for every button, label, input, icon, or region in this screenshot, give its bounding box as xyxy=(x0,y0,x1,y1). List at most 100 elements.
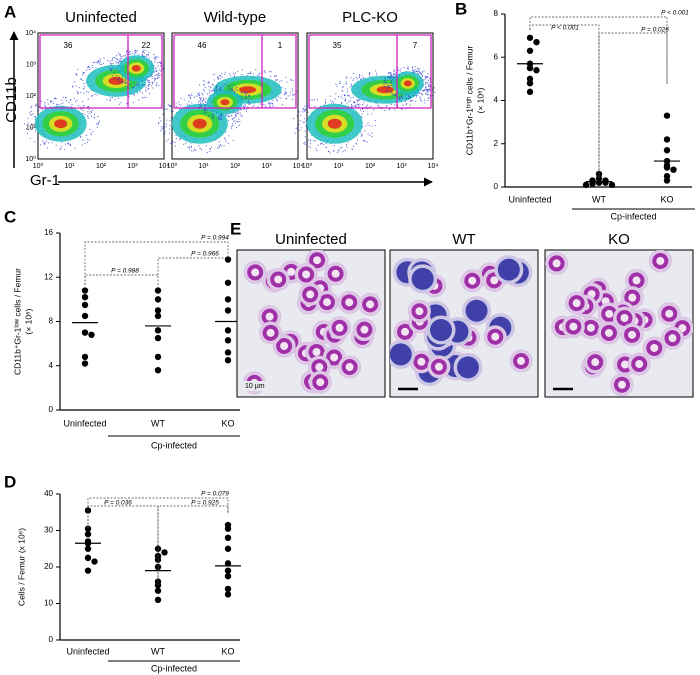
event-dot xyxy=(358,99,360,101)
event-dot xyxy=(401,95,403,97)
event-dot xyxy=(236,86,238,89)
event-dot xyxy=(47,99,49,101)
event-dot xyxy=(222,85,224,87)
event-dot xyxy=(76,99,78,102)
event-dot xyxy=(275,79,277,81)
data-point xyxy=(224,572,232,580)
event-dot xyxy=(170,117,172,119)
event-dot xyxy=(201,92,203,94)
event-dot xyxy=(86,106,89,108)
event-dot xyxy=(433,87,435,89)
event-dot xyxy=(166,108,168,110)
event-dot xyxy=(249,97,252,99)
micrograph-title: Uninfected xyxy=(275,231,347,248)
y-tick-label: 8 xyxy=(49,317,54,326)
event-dot xyxy=(387,72,390,74)
nucleus-center xyxy=(628,293,637,302)
event-dot xyxy=(419,72,421,74)
event-dot xyxy=(418,69,420,71)
event-dot xyxy=(77,92,79,95)
event-dot xyxy=(272,99,274,102)
event-dot xyxy=(361,113,363,115)
event-dot xyxy=(350,77,352,79)
event-dot xyxy=(160,62,162,64)
data-point xyxy=(526,64,534,72)
event-dot xyxy=(132,102,135,104)
event-dot xyxy=(159,74,161,76)
data-point xyxy=(84,545,92,552)
event-dot xyxy=(359,78,362,81)
data-point xyxy=(224,560,232,567)
event-dot xyxy=(204,103,206,106)
event-dot xyxy=(43,143,46,145)
event-dot xyxy=(258,73,260,75)
event-dot xyxy=(145,79,147,81)
event-dot xyxy=(224,137,226,139)
event-dot xyxy=(386,85,388,87)
nucleus-center xyxy=(360,325,369,334)
event-dot xyxy=(425,78,427,80)
event-dot xyxy=(421,75,423,78)
event-dot xyxy=(367,122,369,125)
event-dot xyxy=(213,79,216,81)
event-dot xyxy=(284,94,286,96)
event-dot xyxy=(423,89,425,91)
event-dot xyxy=(345,144,348,146)
event-dot xyxy=(204,100,206,102)
event-dot xyxy=(343,85,345,87)
micrograph xyxy=(236,249,386,398)
event-dot xyxy=(211,146,213,148)
panel-label: E xyxy=(230,219,241,238)
event-dot xyxy=(82,79,84,82)
event-dot xyxy=(309,147,311,149)
event-dot xyxy=(341,97,343,99)
data-point xyxy=(154,596,162,604)
event-dot xyxy=(296,128,299,130)
nucleus-center xyxy=(265,312,274,321)
event-dot xyxy=(205,112,207,114)
event-dot xyxy=(391,78,394,80)
data-point xyxy=(154,312,162,320)
event-dot xyxy=(350,83,352,85)
event-dot xyxy=(145,90,147,92)
event-dot xyxy=(131,52,134,54)
event-dot xyxy=(129,53,131,56)
event-dot xyxy=(198,84,201,86)
event-dot xyxy=(87,115,89,117)
data-point xyxy=(224,525,232,532)
event-dot xyxy=(209,109,212,112)
event-dot xyxy=(243,108,245,111)
event-dot xyxy=(405,98,408,100)
event-dot xyxy=(285,97,287,100)
event-dot xyxy=(203,84,206,86)
event-dot xyxy=(427,93,429,95)
data-point xyxy=(154,296,162,303)
event-dot xyxy=(231,115,233,117)
nucleus-center xyxy=(572,299,581,308)
event-dot xyxy=(345,83,348,85)
event-dot xyxy=(118,78,121,80)
event-dot xyxy=(232,90,234,92)
event-dot xyxy=(115,61,117,63)
event-dot xyxy=(285,76,287,78)
event-dot xyxy=(52,102,55,104)
event-dot xyxy=(44,102,46,104)
x-tick-label: KO xyxy=(221,418,234,428)
event-dot xyxy=(80,108,82,110)
event-dot xyxy=(166,140,168,142)
nucleus-center xyxy=(668,334,677,343)
event-dot xyxy=(92,95,94,97)
event-dot xyxy=(418,70,420,73)
event-dot xyxy=(409,95,411,98)
data-point xyxy=(154,287,162,294)
y-axis-unit: (× 10⁶) xyxy=(23,308,33,334)
event-dot xyxy=(293,117,295,120)
data-point xyxy=(224,534,232,541)
event-dot xyxy=(426,89,428,91)
event-dot xyxy=(332,101,334,103)
event-dot xyxy=(357,103,359,105)
event-dot xyxy=(154,70,156,72)
event-dot xyxy=(211,89,213,92)
event-dot xyxy=(156,73,158,76)
event-dot xyxy=(80,91,82,94)
